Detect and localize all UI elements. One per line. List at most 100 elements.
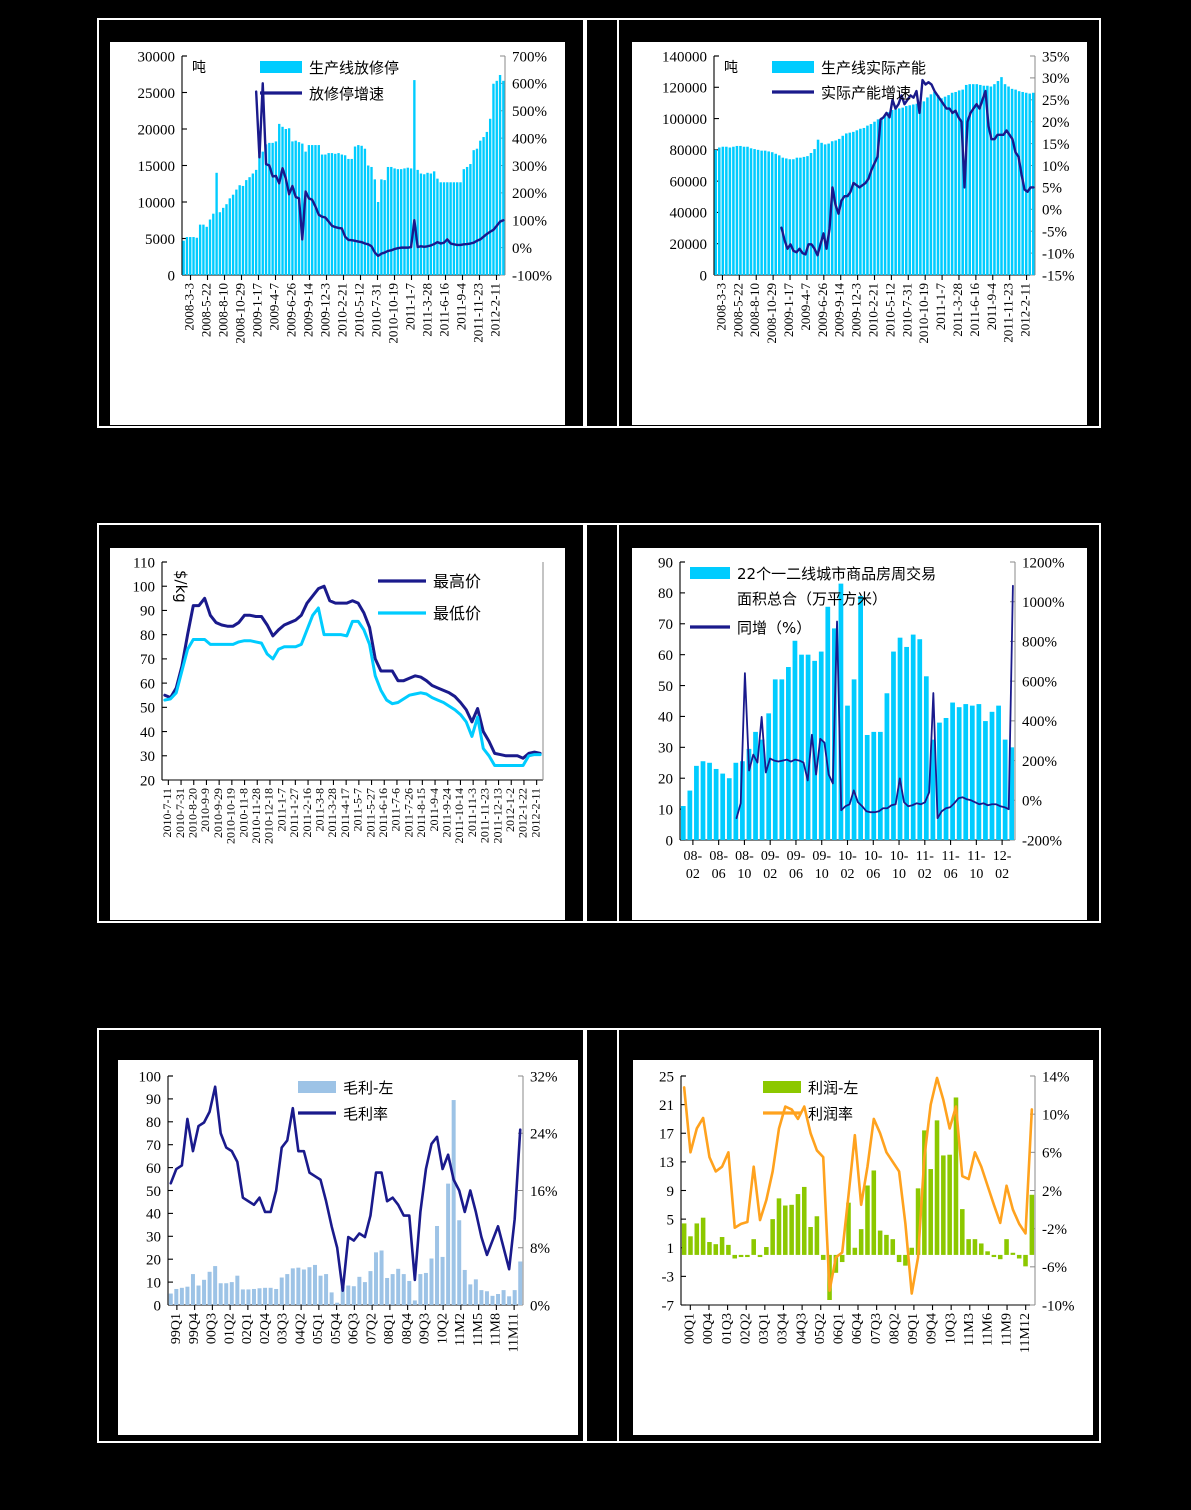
svg-text:2011-1-7: 2011-1-7 bbox=[402, 283, 417, 331]
svg-text:20: 20 bbox=[140, 773, 155, 789]
svg-text:2011-10-14: 2011-10-14 bbox=[452, 788, 466, 844]
svg-text:2009-9-14: 2009-9-14 bbox=[832, 283, 847, 338]
svg-text:11M9: 11M9 bbox=[999, 1313, 1014, 1346]
svg-text:2009-12-3: 2009-12-3 bbox=[849, 283, 864, 337]
svg-text:40: 40 bbox=[658, 710, 673, 726]
svg-text:11M6: 11M6 bbox=[981, 1313, 996, 1346]
svg-text:20: 20 bbox=[146, 1252, 161, 1268]
svg-text:-5%: -5% bbox=[1042, 224, 1067, 240]
svg-text:2%: 2% bbox=[1042, 1184, 1062, 1200]
svg-text:800%: 800% bbox=[1022, 635, 1057, 651]
svg-text:07Q2: 07Q2 bbox=[364, 1313, 379, 1344]
svg-text:2009-9-14: 2009-9-14 bbox=[300, 283, 315, 338]
svg-text:80: 80 bbox=[140, 628, 155, 644]
svg-text:9: 9 bbox=[667, 1184, 675, 1200]
svg-text:-200%: -200% bbox=[1022, 833, 1062, 849]
svg-text:80: 80 bbox=[146, 1115, 161, 1131]
chart-2-svg: 0 20000 40000 60000 80000 100000 120000 140000 -… bbox=[662, 49, 1075, 344]
svg-text:02Q4: 02Q4 bbox=[258, 1313, 273, 1344]
svg-text:2009-1-17: 2009-1-17 bbox=[249, 283, 264, 338]
svg-text:03Q1: 03Q1 bbox=[757, 1313, 772, 1344]
svg-text:1200%: 1200% bbox=[1022, 555, 1065, 571]
svg-text:10: 10 bbox=[815, 867, 829, 882]
svg-text:17: 17 bbox=[659, 1127, 675, 1143]
svg-text:11-: 11- bbox=[916, 849, 934, 864]
svg-text:2008-5-22: 2008-5-22 bbox=[198, 283, 213, 337]
svg-text:5: 5 bbox=[667, 1212, 675, 1228]
svg-text:-15%: -15% bbox=[1042, 268, 1075, 284]
svg-text:60000: 60000 bbox=[670, 174, 708, 190]
svg-text:最高价: 最高价 bbox=[433, 572, 481, 591]
svg-text:32%: 32% bbox=[530, 1069, 558, 1085]
svg-text:生产线放修停: 生产线放修停 bbox=[309, 59, 399, 77]
svg-text:2011-3-8: 2011-3-8 bbox=[313, 788, 327, 832]
chart-block-spacer-3 bbox=[583, 1028, 619, 1443]
svg-text:100000: 100000 bbox=[662, 112, 707, 128]
chart-block-spacer-2 bbox=[583, 523, 619, 923]
svg-text:2009-6-26: 2009-6-26 bbox=[815, 283, 830, 338]
svg-text:25%: 25% bbox=[1042, 93, 1070, 109]
chart-block-3 bbox=[97, 523, 587, 923]
svg-text:15000: 15000 bbox=[138, 159, 176, 175]
svg-text:100: 100 bbox=[133, 579, 156, 595]
svg-text:2012-1-22: 2012-1-22 bbox=[516, 788, 530, 838]
svg-text:11-: 11- bbox=[941, 849, 959, 864]
svg-text:09Q1: 09Q1 bbox=[906, 1313, 921, 1344]
svg-text:30: 30 bbox=[146, 1230, 161, 1246]
svg-text:80000: 80000 bbox=[670, 143, 708, 159]
chart-block-4 bbox=[617, 523, 1101, 923]
svg-text:2008-8-10: 2008-8-10 bbox=[215, 283, 230, 337]
svg-text:11M8: 11M8 bbox=[489, 1313, 504, 1346]
chart-5-svg: 0 10 20 30 40 50 60 70 80 90 100 0% 8% 16% 24% 32% 99Q1 9… bbox=[139, 1069, 558, 1352]
svg-text:03Q3: 03Q3 bbox=[276, 1313, 291, 1344]
svg-text:2010-10-19: 2010-10-19 bbox=[224, 788, 238, 844]
svg-text:2011-9-4: 2011-9-4 bbox=[427, 788, 441, 832]
svg-text:00Q4: 00Q4 bbox=[701, 1313, 716, 1344]
svg-text:2011-6-16: 2011-6-16 bbox=[376, 788, 390, 838]
svg-text:2010-8-20: 2010-8-20 bbox=[186, 788, 200, 838]
svg-text:40000: 40000 bbox=[670, 206, 708, 222]
svg-text:2012-2-11: 2012-2-11 bbox=[528, 788, 542, 838]
svg-text:09-: 09- bbox=[812, 849, 831, 864]
svg-text:24%: 24% bbox=[530, 1127, 558, 1143]
svg-text:2008-10-29: 2008-10-29 bbox=[764, 283, 779, 344]
svg-text:09-: 09- bbox=[787, 849, 806, 864]
svg-text:16%: 16% bbox=[530, 1184, 558, 1200]
svg-text:0: 0 bbox=[154, 1298, 162, 1314]
svg-text:02: 02 bbox=[918, 867, 932, 882]
svg-text:20%: 20% bbox=[1042, 115, 1070, 131]
svg-text:06Q1: 06Q1 bbox=[832, 1313, 847, 1344]
svg-text:140000: 140000 bbox=[662, 49, 707, 65]
svg-text:20000: 20000 bbox=[138, 122, 176, 138]
svg-text:2010-7-31: 2010-7-31 bbox=[368, 283, 383, 337]
svg-text:0%: 0% bbox=[530, 1298, 550, 1314]
svg-text:0: 0 bbox=[666, 833, 674, 849]
svg-text:利润率: 利润率 bbox=[808, 1105, 853, 1123]
svg-text:10: 10 bbox=[969, 867, 983, 882]
svg-text:2011-11-23: 2011-11-23 bbox=[1001, 283, 1016, 343]
svg-text:$/kg: $/kg bbox=[172, 570, 190, 603]
svg-text:8%: 8% bbox=[530, 1241, 550, 1257]
svg-text:吨: 吨 bbox=[724, 60, 738, 76]
svg-text:08-: 08- bbox=[735, 849, 754, 864]
svg-text:700%: 700% bbox=[512, 49, 547, 65]
svg-text:30%: 30% bbox=[1042, 71, 1070, 87]
svg-text:03Q4: 03Q4 bbox=[776, 1313, 791, 1344]
svg-text:70: 70 bbox=[146, 1138, 161, 1154]
svg-text:00Q3: 00Q3 bbox=[205, 1313, 220, 1344]
svg-text:01Q3: 01Q3 bbox=[720, 1313, 735, 1344]
svg-text:20: 20 bbox=[658, 771, 673, 787]
svg-text:2011-11-23: 2011-11-23 bbox=[478, 788, 492, 843]
svg-text:毛利率: 毛利率 bbox=[343, 1105, 388, 1123]
svg-text:50: 50 bbox=[658, 679, 673, 695]
svg-text:35%: 35% bbox=[1042, 49, 1070, 65]
svg-text:50: 50 bbox=[140, 701, 155, 717]
svg-text:08Q4: 08Q4 bbox=[400, 1313, 415, 1344]
svg-text:13: 13 bbox=[659, 1155, 674, 1171]
svg-text:2011-4-17: 2011-4-17 bbox=[338, 788, 352, 838]
svg-text:05Q1: 05Q1 bbox=[311, 1313, 326, 1344]
svg-text:2011-7-6: 2011-7-6 bbox=[389, 788, 403, 832]
chart-block-6 bbox=[617, 1028, 1101, 1443]
svg-text:06: 06 bbox=[789, 867, 803, 882]
